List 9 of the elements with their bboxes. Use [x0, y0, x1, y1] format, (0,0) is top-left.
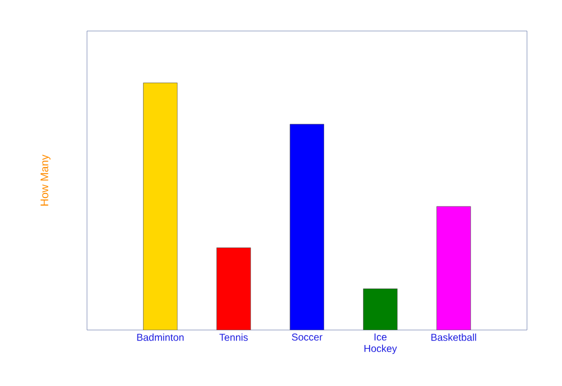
- x-tick-label: Basketball: [431, 334, 476, 341]
- bar: [290, 124, 324, 330]
- bar: [216, 248, 251, 330]
- x-tick-label: Badminton: [137, 334, 184, 341]
- x-tick-label: Tennis: [219, 334, 248, 341]
- x-tick-label: Ice Hockey: [364, 334, 397, 354]
- y-axis-title: How Many: [40, 154, 50, 206]
- x-tick-label: Soccer: [292, 334, 322, 341]
- bar: [143, 82, 178, 330]
